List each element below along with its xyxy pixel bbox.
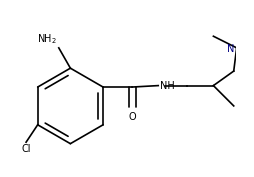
Text: NH: NH <box>160 81 174 91</box>
Text: O: O <box>128 112 136 122</box>
Text: NH$_2$: NH$_2$ <box>37 33 57 46</box>
Text: Cl: Cl <box>21 144 31 154</box>
Text: N: N <box>227 44 234 54</box>
